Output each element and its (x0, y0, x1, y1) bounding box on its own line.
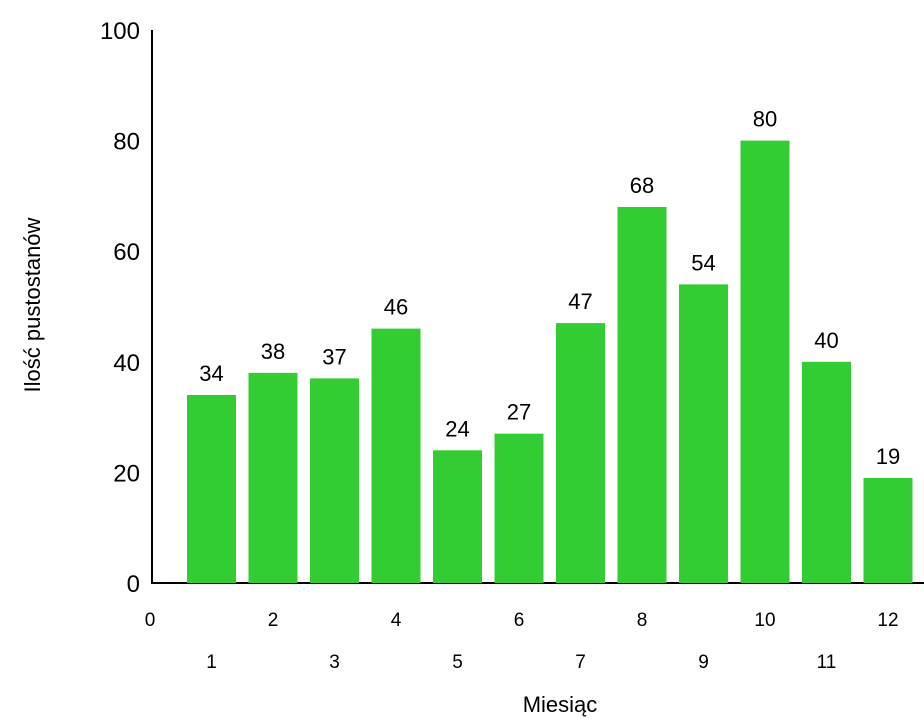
y-tick-label-20: 20 (113, 460, 140, 487)
bar-8 (617, 206, 667, 583)
x-tick-label-0: 0 (145, 610, 156, 631)
bar-1 (187, 394, 236, 583)
y-tick-label-100: 100 (100, 18, 140, 45)
data-label-3: 37 (322, 344, 346, 369)
bar-9 (679, 284, 728, 583)
data-label-12: 19 (876, 444, 900, 469)
x-tick-label-7: 7 (575, 652, 586, 673)
x-tick-label-1: 1 (206, 652, 217, 673)
data-label-1: 34 (199, 361, 223, 386)
y-tick-label-40: 40 (113, 350, 140, 377)
data-label-9: 54 (691, 250, 715, 275)
bar-7 (556, 323, 605, 583)
x-tick-label-12: 12 (877, 610, 898, 631)
data-label-5: 24 (445, 416, 469, 441)
bar-11 (802, 361, 851, 583)
x-tick-label-9: 9 (698, 652, 709, 673)
data-labels: 34 38 37 46 24 27 47 68 54 80 40 19 (199, 107, 900, 469)
bar-10 (740, 140, 790, 583)
data-label-6: 27 (507, 400, 531, 425)
x-tick-label-6: 6 (514, 610, 525, 631)
bar-4 (371, 328, 421, 583)
data-label-4: 46 (384, 295, 408, 320)
x-tick-labels: 0 2 4 6 8 10 12 1 3 5 7 9 11 (145, 610, 899, 673)
bar-12 (863, 477, 913, 583)
bar-6 (494, 433, 544, 583)
y-tick-label-80: 80 (113, 129, 140, 156)
bar-3 (310, 378, 359, 583)
bars (187, 140, 913, 583)
data-label-11: 40 (814, 328, 838, 353)
y-tick-label-60: 60 (113, 239, 140, 266)
bar-5 (433, 450, 482, 583)
x-tick-label-3: 3 (329, 652, 340, 673)
y-tick-labels: 0 20 40 60 80 100 (100, 18, 140, 598)
y-axis-title: Ilość pustostanów (20, 217, 45, 392)
data-label-2: 38 (261, 339, 285, 364)
x-tick-label-10: 10 (754, 610, 775, 631)
bar-2 (248, 372, 298, 583)
y-tick-label-0: 0 (127, 571, 140, 598)
x-tick-label-5: 5 (452, 652, 463, 673)
data-label-10: 80 (753, 107, 777, 132)
data-label-7: 47 (568, 289, 592, 314)
data-label-8: 68 (630, 173, 654, 198)
x-tick-label-2: 2 (268, 610, 279, 631)
x-axis-title: Miesiąc (523, 692, 598, 717)
x-tick-label-4: 4 (391, 610, 402, 631)
x-tick-label-11: 11 (817, 652, 837, 673)
x-tick-label-8: 8 (637, 610, 648, 631)
